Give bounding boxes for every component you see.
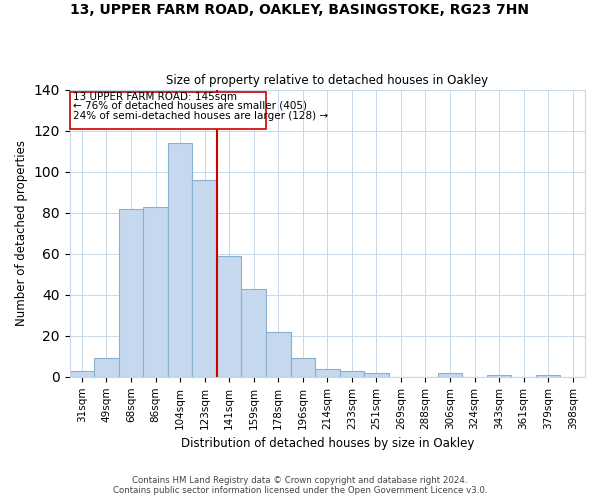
Bar — [193, 180, 217, 377]
Bar — [241, 288, 266, 377]
Text: 13 UPPER FARM ROAD: 145sqm: 13 UPPER FARM ROAD: 145sqm — [73, 92, 238, 102]
Bar — [536, 375, 560, 377]
Bar — [315, 368, 340, 377]
Text: 13, UPPER FARM ROAD, OAKLEY, BASINGSTOKE, RG23 7HN: 13, UPPER FARM ROAD, OAKLEY, BASINGSTOKE… — [71, 2, 530, 16]
Bar — [266, 332, 290, 377]
Title: Size of property relative to detached houses in Oakley: Size of property relative to detached ho… — [166, 74, 488, 87]
X-axis label: Distribution of detached houses by size in Oakley: Distribution of detached houses by size … — [181, 437, 474, 450]
Bar — [143, 206, 168, 377]
Bar — [364, 372, 389, 377]
Bar — [438, 372, 462, 377]
Bar — [340, 370, 364, 377]
Bar — [487, 375, 511, 377]
Bar — [119, 208, 143, 377]
Y-axis label: Number of detached properties: Number of detached properties — [15, 140, 28, 326]
Text: 24% of semi-detached houses are larger (128) →: 24% of semi-detached houses are larger (… — [73, 111, 328, 121]
Bar — [290, 358, 315, 377]
Text: ← 76% of detached houses are smaller (405): ← 76% of detached houses are smaller (40… — [73, 101, 307, 111]
Text: Contains HM Land Registry data © Crown copyright and database right 2024.
Contai: Contains HM Land Registry data © Crown c… — [113, 476, 487, 495]
FancyBboxPatch shape — [70, 92, 266, 128]
Bar — [70, 370, 94, 377]
Bar — [94, 358, 119, 377]
Bar — [168, 143, 193, 377]
Bar — [217, 256, 241, 377]
